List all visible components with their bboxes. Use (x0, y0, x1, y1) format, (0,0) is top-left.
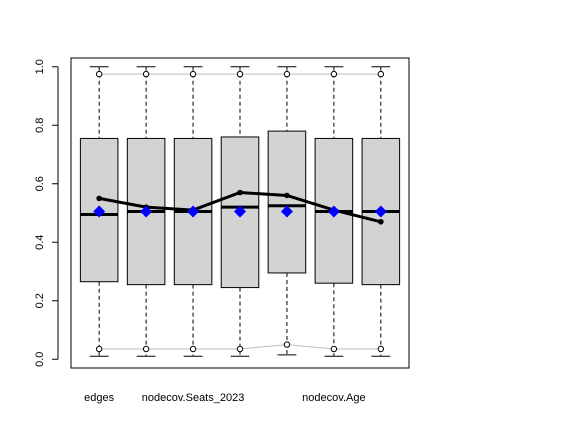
y-tick-label-0: 0.0 (34, 352, 46, 367)
upper-circle-6 (377, 70, 385, 78)
lower-circle-4 (283, 341, 291, 348)
y-tick-label-1: 0.2 (34, 293, 46, 308)
upper-circle-5 (330, 70, 338, 78)
y-axis: 0.0 0.2 0.4 0.6 0.8 1.0 (34, 59, 59, 367)
diamond-point-0 (93, 205, 106, 218)
diamond-point-3 (234, 205, 246, 218)
lower-circle-0 (95, 345, 103, 353)
diamond-point-1 (140, 205, 153, 218)
diamond-markers (93, 205, 387, 218)
y-tick-label-5: 1.0 (34, 59, 46, 74)
upper-circle-1 (142, 70, 150, 78)
lower-circle-2 (189, 345, 197, 353)
lower-circle-3 (236, 345, 244, 353)
plot-frame (70, 57, 410, 369)
box-4 (267, 130, 307, 274)
upper-circle-4 (283, 70, 291, 78)
x-axis-labels: edges nodecov.Seats_2023 nodecov.Age (84, 392, 365, 404)
diamond-point-6 (374, 205, 387, 218)
x-tick-label-2: nodecov.Seats_2023 (142, 392, 245, 404)
x-tick-label-0: edges (84, 392, 114, 404)
upper-circle-3 (236, 70, 244, 78)
observed-point-6 (378, 218, 384, 225)
upper-circle-0 (95, 70, 103, 78)
circle-markers (95, 70, 385, 353)
diamond-point-2 (187, 205, 200, 218)
y-tick-label-2: 0.4 (34, 235, 46, 250)
box-group (79, 66, 401, 357)
y-tick-label-3: 0.6 (34, 176, 46, 191)
observed-point-3 (237, 189, 243, 196)
diamond-point-5 (327, 205, 340, 218)
x-tick-label-5: nodecov.Age (302, 392, 365, 404)
y-tick-label-4: 0.8 (34, 118, 46, 133)
lower-circle-6 (377, 345, 385, 353)
observed-point-4 (284, 192, 290, 199)
upper-circle-2 (189, 70, 197, 78)
diamond-point-4 (280, 205, 293, 218)
lower-circle-1 (142, 345, 150, 353)
lower-circle-5 (330, 345, 338, 353)
observed-point-0 (96, 195, 102, 202)
